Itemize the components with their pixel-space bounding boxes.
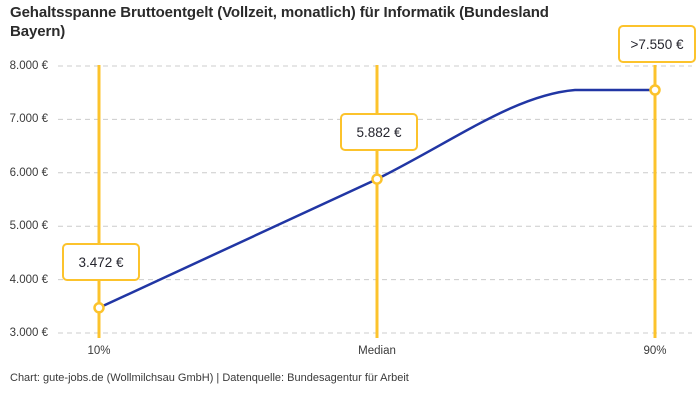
y-axis-label: 7.000 € bbox=[9, 113, 48, 125]
chart-title-line2: Bayern) bbox=[10, 23, 66, 40]
data-point-marker bbox=[649, 84, 661, 96]
y-axis-label: 8.000 € bbox=[9, 60, 48, 72]
y-axis-label: 4.000 € bbox=[9, 274, 48, 286]
x-axis-label: 90% bbox=[643, 345, 667, 357]
y-axis-label: 6.000 € bbox=[9, 167, 48, 179]
data-point-marker bbox=[93, 302, 105, 314]
salary-curve bbox=[97, 88, 657, 310]
value-label-box: 3.472 € bbox=[62, 243, 140, 281]
value-label-box: >7.550 € bbox=[618, 25, 696, 63]
chart-title: Gehaltsspanne Bruttoentgelt (Vollzeit, m… bbox=[10, 3, 670, 41]
y-axis-label: 3.000 € bbox=[9, 327, 48, 339]
x-axis-label: Median bbox=[358, 345, 396, 357]
chart-title-line1: Gehaltsspanne Bruttoentgelt (Vollzeit, m… bbox=[10, 4, 549, 21]
y-axis-label: 5.000 € bbox=[9, 220, 48, 232]
value-label-box: 5.882 € bbox=[340, 113, 418, 151]
data-point-marker bbox=[371, 173, 383, 185]
x-axis-label: 10% bbox=[87, 345, 111, 357]
chart-footer: Chart: gute-jobs.de (Wollmilchsau GmbH) … bbox=[10, 372, 409, 384]
